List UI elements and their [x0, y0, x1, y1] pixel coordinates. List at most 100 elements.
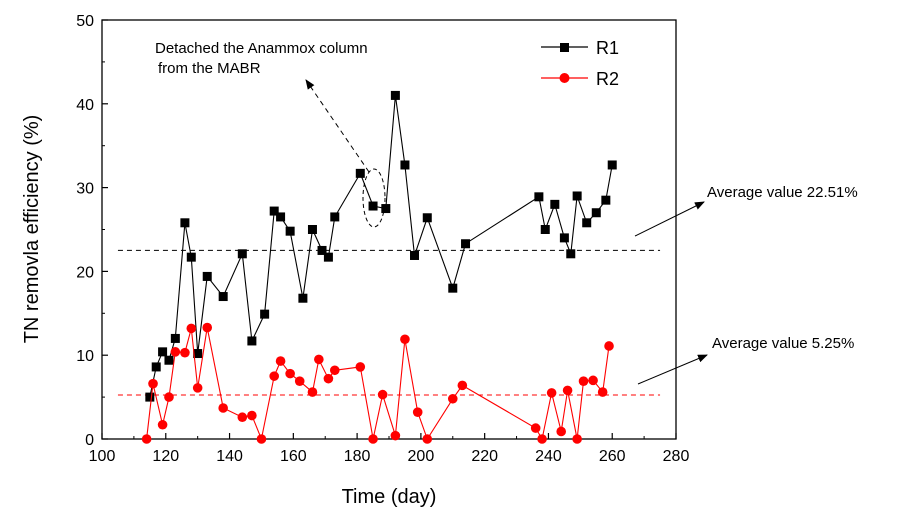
series-r1-point-8: [202, 271, 212, 281]
series-r2-point-17: [307, 387, 318, 397]
plot-area: [101, 19, 677, 440]
series-r1-point-7: [193, 349, 203, 359]
average-r2-arrow: [637, 354, 708, 385]
series-r1-point-15: [285, 226, 295, 236]
series-r1-point-1: [151, 362, 161, 372]
x-tick-label-0: 100: [89, 448, 116, 465]
y-axis: 0 10 20 30 40 50: [76, 13, 108, 449]
series-r1-line: [149, 95, 613, 398]
series-r2-point-1: [148, 378, 158, 389]
series-r2-point-5: [180, 347, 190, 358]
series-r2-point-21: [355, 362, 366, 372]
series-r1-point-28: [448, 283, 458, 293]
series-r2-point-30: [530, 423, 541, 433]
legend: R1 R2: [541, 38, 619, 89]
series-r2-point-37: [588, 375, 598, 386]
series-r1-point-23: [381, 204, 391, 214]
series-r2-point-24: [390, 430, 401, 441]
x-tick-label-2: 140: [216, 448, 243, 465]
series-r1-point-10: [237, 249, 247, 259]
series-r2-point-13: [269, 371, 280, 381]
series-r1-point-4: [170, 333, 180, 343]
series-r2-point-7: [192, 383, 203, 393]
series-r2-point-23: [377, 389, 388, 400]
series-r2-point-34: [562, 385, 573, 396]
series-r2-point-25: [400, 334, 410, 345]
series-r1-point-22: [368, 201, 378, 211]
series-r2-point-22: [368, 434, 378, 444]
series-r2-point-16: [294, 376, 305, 386]
legend-r2-label: R2: [596, 69, 619, 89]
x-axis: 100 120 140 160 180 200 220 240 260 280: [89, 433, 690, 465]
annotation-detached: Detached the Anammox column from the MAB…: [155, 40, 386, 228]
y-axis-label: TN removla efficiency (%): [21, 115, 43, 344]
series-r1-point-12: [260, 309, 270, 319]
series-r2-point-18: [314, 354, 324, 365]
x-axis-label: Time (day): [342, 486, 437, 508]
series-r2-point-15: [285, 368, 295, 379]
average-r2-callout: Average value 5.25%: [637, 335, 854, 385]
annotation-ellipse: [362, 168, 386, 228]
y-tick-label-4: 40: [76, 97, 94, 114]
series-r2-point-12: [256, 434, 267, 444]
series-r1-point-39: [607, 160, 617, 170]
series-r2-point-27: [422, 434, 433, 444]
x-tick-label-5: 200: [408, 448, 435, 465]
series-r1-point-34: [566, 249, 576, 259]
series-r1-point-14: [276, 212, 286, 222]
x-tick-label-3: 160: [280, 448, 307, 465]
series-r1-point-24: [390, 90, 400, 100]
x-tick-label-7: 240: [535, 448, 562, 465]
series-r2-point-26: [412, 407, 423, 417]
series-r1-point-16: [298, 293, 308, 303]
y-tick-label-2: 20: [76, 264, 94, 281]
series-r1-point-18: [317, 245, 327, 255]
annotation-line-1: Detached the Anammox column: [155, 40, 368, 57]
average-r1-label: Average value 22.51%: [707, 184, 858, 201]
average-r2-label: Average value 5.25%: [712, 335, 854, 352]
series-r1-point-37: [591, 208, 601, 218]
average-r1-arrow: [634, 201, 705, 237]
series-r2-point-3: [164, 392, 174, 402]
series-r2-point-32: [546, 388, 557, 398]
series-r2-point-6: [186, 323, 197, 334]
series-r2-point-20: [329, 365, 340, 376]
series-r2-line: [146, 327, 610, 441]
x-tick-label-4: 180: [344, 448, 371, 465]
series-r2-point-29: [457, 380, 468, 391]
average-r1-callout: Average value 22.51%: [634, 184, 858, 237]
series-r1-point-3: [164, 355, 174, 365]
series-r1-point-9: [218, 292, 228, 302]
series-r2-point-9: [218, 403, 228, 413]
series-r1-point-30: [534, 192, 544, 202]
series-r1-point-27: [422, 213, 432, 223]
series-r2-point-4: [170, 347, 181, 357]
y-tick-label-1: 10: [76, 348, 94, 365]
series-r1-point-6: [186, 252, 196, 262]
reference-lines: [117, 249, 661, 396]
series-r1-point-0: [145, 392, 155, 402]
series-r2-point-2: [157, 419, 168, 430]
series-r2-point-10: [237, 412, 248, 423]
legend-r1-marker: [560, 43, 569, 52]
series-r2-point-8: [202, 322, 213, 333]
series-r2-point-39: [604, 341, 614, 351]
series-layer: [141, 90, 617, 444]
series-r2-point-11: [247, 410, 257, 421]
x-tick-label-1: 120: [152, 448, 179, 465]
series-r2-point-36: [578, 376, 589, 386]
annotation-line-2: from the MABR: [158, 60, 261, 77]
series-r1-point-21: [355, 168, 365, 178]
series-r2-point-19: [323, 373, 334, 384]
series-r1-point-20: [330, 212, 340, 222]
series-r1-point-19: [323, 252, 333, 262]
series-r1-point-29: [461, 239, 471, 249]
series-r1-point-26: [410, 250, 420, 260]
series-r1-point-2: [158, 347, 168, 357]
series-r1-point-5: [180, 218, 190, 228]
series-r1-point-25: [400, 160, 410, 170]
series-r1-point-38: [601, 195, 611, 205]
y-tick-label-0: 0: [85, 432, 94, 449]
x-tick-label-9: 280: [663, 448, 690, 465]
series-r2-point-31: [537, 434, 547, 444]
